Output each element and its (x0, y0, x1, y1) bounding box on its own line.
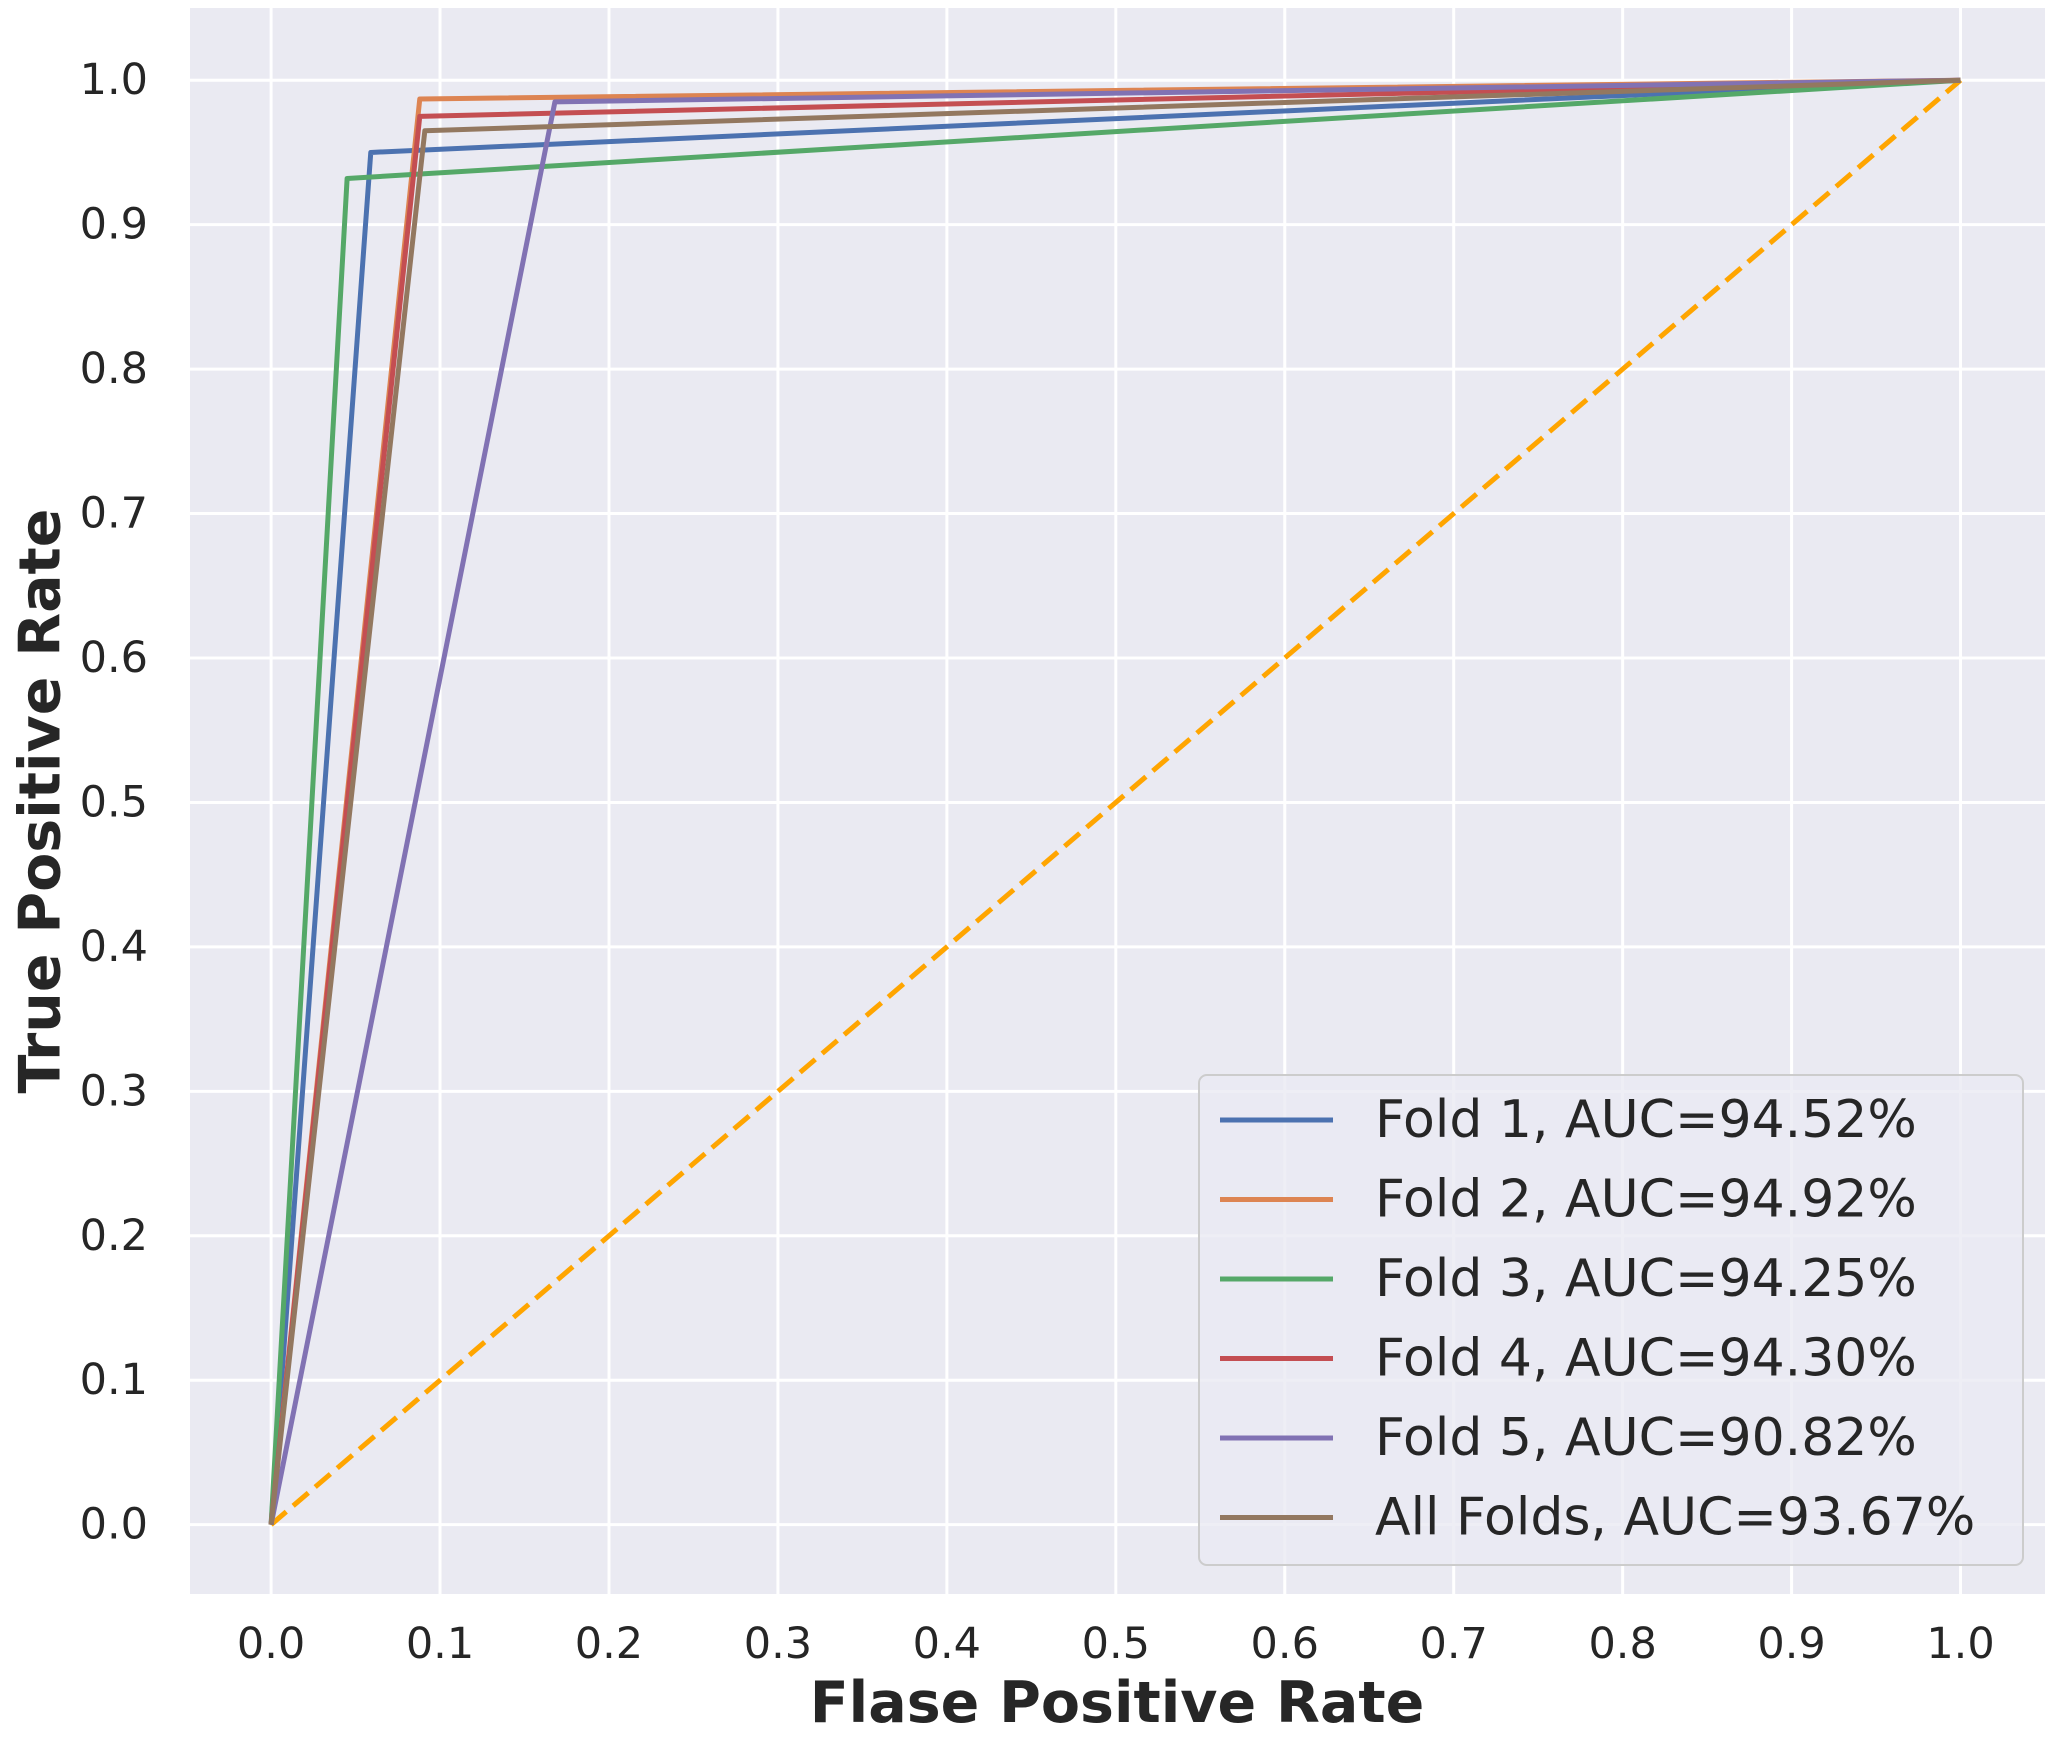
y-tick-label: 0.6 (80, 633, 148, 683)
x-tick-label: 1.0 (1926, 1619, 1994, 1669)
legend-label-2: Fold 2, AUC=94.92% (1375, 1170, 1917, 1230)
y-tick-label: 0.4 (80, 922, 148, 972)
legend-label-3: Fold 3, AUC=94.25% (1375, 1249, 1917, 1309)
x-tick-label: 0.0 (237, 1619, 305, 1669)
y-tick-label: 0.8 (80, 344, 148, 394)
roc-curves (268, 77, 1961, 1526)
x-tick-label: 0.2 (575, 1619, 643, 1669)
roc-curve-5 (268, 77, 1961, 1526)
y-tick-label: 0.7 (80, 489, 148, 539)
x-tick-label: 0.4 (913, 1619, 981, 1669)
legend: Fold 1, AUC=94.52% Fold 2, AUC=94.92% Fold… (1198, 1074, 2024, 1566)
roc-curve-6 (268, 77, 1961, 1525)
legend-box (1198, 1074, 2024, 1566)
legend-label-5: Fold 5, AUC=90.82% (1375, 1408, 1917, 1468)
reference-diagonal-line (269, 78, 1963, 1527)
x-tick-label: 0.8 (1588, 1619, 1656, 1669)
x-tick-label: 0.9 (1757, 1619, 1825, 1669)
x-tick-label: 0.6 (1251, 1619, 1319, 1669)
y-tick-label: 0.0 (80, 1500, 148, 1550)
legend-label-4: Fold 4, AUC=94.30% (1375, 1329, 1917, 1389)
y-tick-label: 0.3 (80, 1066, 148, 1116)
roc-curve-3 (268, 77, 1961, 1525)
y-axis-title: True Positive Rate (8, 509, 74, 1094)
x-tick-label: 0.5 (1082, 1619, 1150, 1669)
legend-label-6: All Folds, AUC=93.67% (1375, 1488, 1975, 1548)
y-tick-label: 0.9 (80, 200, 148, 250)
y-tick-label: 0.2 (80, 1211, 148, 1261)
y-axis-ticks: 0.0 0.1 0.2 0.3 0.4 0.5 0.6 0.7 0.8 0.9 1.0 (80, 55, 148, 1549)
x-axis-ticks: 0.0 0.1 0.2 0.3 0.4 0.5 0.6 0.7 0.8 0.9 1.0 (237, 1619, 1995, 1669)
legend-entries: Fold 1, AUC=94.52% Fold 2, AUC=94.92% Fold… (1220, 1090, 1975, 1548)
x-tick-label: 0.1 (406, 1619, 474, 1669)
x-tick-label: 0.3 (744, 1619, 812, 1669)
legend-label-1: Fold 1, AUC=94.52% (1375, 1090, 1917, 1150)
y-tick-label: 1.0 (80, 55, 148, 105)
roc-curve-1 (268, 77, 1961, 1525)
x-tick-label: 0.7 (1420, 1619, 1488, 1669)
reference-diagonal (269, 78, 1963, 1527)
y-tick-label: 0.1 (80, 1355, 148, 1405)
y-tick-label: 0.5 (80, 777, 148, 827)
x-axis-title: Flase Positive Rate (810, 1670, 1424, 1736)
